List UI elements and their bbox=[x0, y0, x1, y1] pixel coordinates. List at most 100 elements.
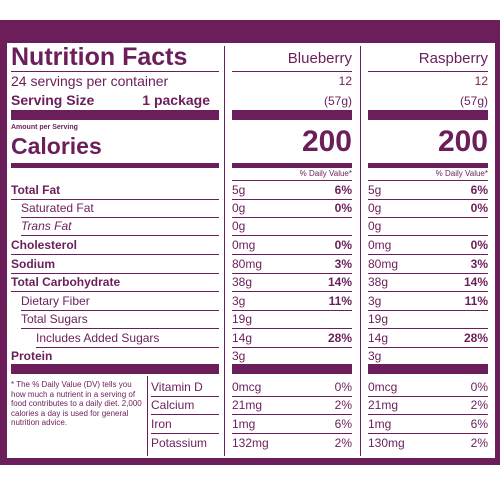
title-rule bbox=[232, 71, 352, 72]
nutrient-amount: 80mg bbox=[232, 257, 263, 271]
nutrient-label: Includes Added Sugars bbox=[36, 331, 160, 345]
row-rule bbox=[368, 328, 488, 329]
column-name: Blueberry bbox=[287, 50, 352, 67]
thick-rule-2 bbox=[11, 163, 219, 168]
vitamin-amount: 0mcg bbox=[368, 380, 398, 394]
vitamin-dv: 6% bbox=[334, 417, 352, 431]
footnote: * The % Daily Value (DV) tells you how m… bbox=[11, 380, 142, 428]
nutrient-label: Cholesterol bbox=[11, 238, 78, 252]
vitamin-dv: 2% bbox=[470, 398, 488, 412]
vitamin-amount: 1mg bbox=[368, 417, 392, 431]
vitamin-amount: 130mg bbox=[368, 436, 405, 450]
row-rule bbox=[232, 217, 352, 218]
row-rule bbox=[232, 310, 352, 311]
nutrient-amount: 3g bbox=[368, 294, 382, 308]
nutrient-dv: 0% bbox=[334, 238, 352, 252]
vitamin-amount: 0mcg bbox=[232, 380, 262, 394]
row-rule bbox=[368, 347, 488, 348]
row-rule bbox=[21, 310, 219, 311]
serving-size-label: Serving Size bbox=[11, 92, 95, 108]
row-rule bbox=[368, 273, 488, 274]
nutrient-label: Total Carbohydrate bbox=[11, 275, 121, 289]
column-serving-size: (57g) bbox=[323, 94, 352, 108]
vitamin-dv: 2% bbox=[470, 436, 488, 450]
row-rule bbox=[232, 235, 352, 236]
nutrient-amount: 14g bbox=[232, 331, 253, 345]
nutrient-label: Total Sugars bbox=[21, 312, 88, 326]
vitamin-rule bbox=[151, 433, 219, 434]
row-rule bbox=[21, 217, 219, 218]
vitamin-rule bbox=[232, 433, 352, 434]
nutrient-label: Protein bbox=[11, 349, 53, 363]
vitamin-dv: 2% bbox=[334, 436, 352, 450]
nutrient-amount: 5g bbox=[232, 183, 246, 197]
column-divider-left bbox=[224, 46, 225, 456]
nutrient-dv: 3% bbox=[470, 257, 488, 271]
thick-rule-3 bbox=[232, 364, 352, 374]
row-rule bbox=[368, 235, 488, 236]
row-rule bbox=[232, 328, 352, 329]
nutrient-amount: 3g bbox=[232, 349, 246, 363]
thick-rule-1 bbox=[368, 110, 488, 120]
label-title: Nutrition Facts bbox=[11, 43, 188, 71]
vitamin-rule bbox=[368, 414, 488, 415]
nutrient-amount: 5g bbox=[368, 183, 382, 197]
vitamin-dv: 0% bbox=[470, 380, 488, 394]
nutrient-amount: 19g bbox=[368, 312, 389, 326]
column-calories: 200 bbox=[301, 125, 352, 158]
nutrient-label: Saturated Fat bbox=[21, 201, 94, 215]
title-rule bbox=[11, 71, 219, 72]
row-rule bbox=[21, 235, 219, 236]
row-rule bbox=[368, 199, 488, 200]
nutrient-dv: 28% bbox=[327, 331, 352, 345]
thick-rule-1 bbox=[232, 110, 352, 120]
row-rule bbox=[21, 328, 219, 329]
row-rule bbox=[232, 273, 352, 274]
nutrient-amount: 0g bbox=[368, 219, 382, 233]
row-rule bbox=[232, 254, 352, 255]
column-divider-right bbox=[360, 46, 361, 456]
vitamin-rule bbox=[232, 414, 352, 415]
nutrient-dv: 28% bbox=[463, 331, 488, 345]
vitamin-dv: 2% bbox=[334, 398, 352, 412]
column-name: Raspberry bbox=[418, 50, 488, 67]
nutrient-label: Dietary Fiber bbox=[21, 294, 90, 308]
nutrient-amount: 14g bbox=[368, 331, 389, 345]
dv-rule bbox=[232, 180, 352, 181]
vitamin-rule bbox=[368, 396, 488, 397]
nutrient-amount: 19g bbox=[232, 312, 253, 326]
row-rule bbox=[368, 310, 488, 311]
nutrient-amount: 0mg bbox=[232, 238, 256, 252]
nutrient-dv: 14% bbox=[327, 275, 352, 289]
nutrient-amount: 3g bbox=[368, 349, 382, 363]
nutrient-amount: 38g bbox=[232, 275, 253, 289]
thick-rule-1 bbox=[11, 110, 219, 120]
nutrient-dv: 0% bbox=[470, 238, 488, 252]
servings-per-container: 24 servings per container bbox=[11, 73, 169, 89]
row-rule bbox=[232, 199, 352, 200]
nutrient-dv: 11% bbox=[328, 294, 352, 308]
row-rule bbox=[368, 254, 488, 255]
dv-rule bbox=[368, 180, 488, 181]
vitamin-rule bbox=[151, 414, 219, 415]
column-calories: 200 bbox=[437, 125, 488, 158]
row-rule bbox=[11, 291, 219, 292]
nutrient-dv: 14% bbox=[463, 275, 488, 289]
row-rule bbox=[368, 291, 488, 292]
serving-size-value: 1 package bbox=[142, 92, 210, 108]
nutrient-dv: 6% bbox=[334, 183, 352, 197]
row-rule bbox=[36, 347, 219, 348]
vitamin-amount: 21mg bbox=[368, 398, 399, 412]
thick-rule-2 bbox=[232, 163, 352, 168]
thick-rule-3 bbox=[368, 364, 488, 374]
vitamin-amount: 21mg bbox=[232, 398, 263, 412]
vitamin-label: Calcium bbox=[151, 398, 195, 412]
nutrient-dv: 11% bbox=[464, 294, 488, 308]
thick-rule-2 bbox=[368, 163, 488, 168]
vitamin-rule bbox=[151, 396, 219, 397]
column-servings: 12 bbox=[338, 74, 352, 88]
row-rule bbox=[232, 347, 352, 348]
vitamin-amount: 132mg bbox=[232, 436, 269, 450]
row-rule bbox=[11, 254, 219, 255]
nutrient-label: Sodium bbox=[11, 257, 55, 271]
